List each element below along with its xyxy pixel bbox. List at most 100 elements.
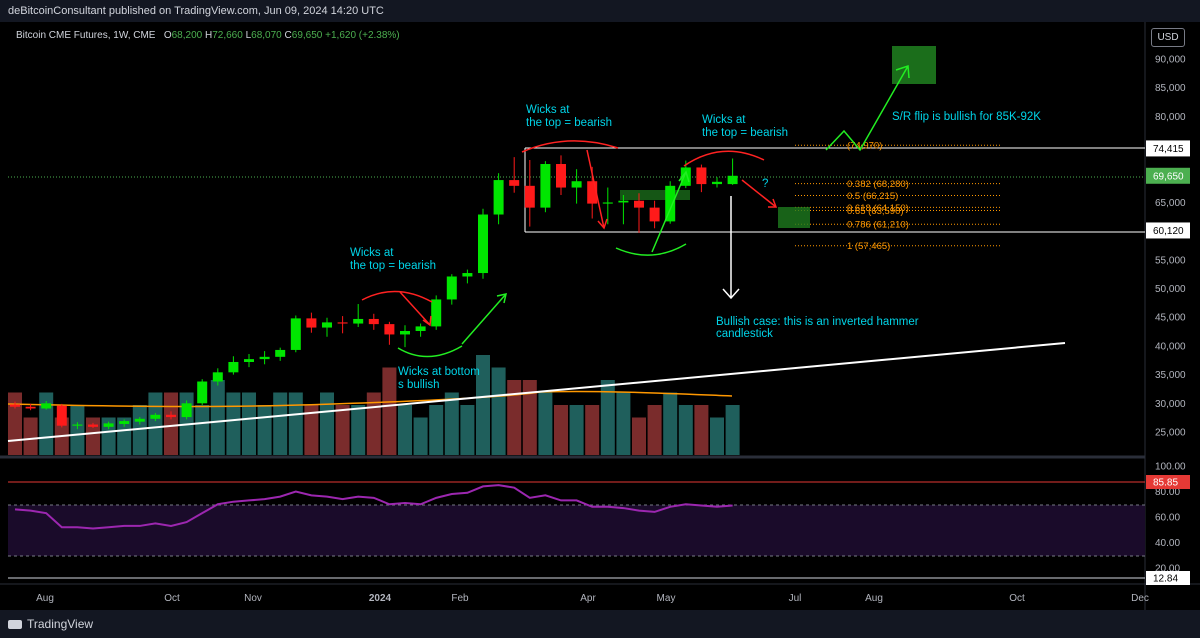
volume-bar (164, 392, 178, 455)
candle (665, 181, 676, 224)
candle-body (337, 322, 348, 324)
buy-zone[interactable] (778, 207, 810, 228)
question-mark: ? (762, 178, 768, 190)
volume-bar (273, 392, 288, 455)
time-axis[interactable]: Aug Oct Nov 2024 Feb Apr May Jul Aug Oct Dec (36, 593, 1149, 604)
volume-bar (585, 405, 600, 455)
candle-body (587, 181, 598, 204)
candles (10, 155, 738, 430)
price-tick: 65,000 (1155, 198, 1186, 209)
time-tick: Oct (164, 593, 180, 604)
candle (462, 269, 473, 284)
red-arrow-1 (399, 291, 431, 326)
fib-level-label: 0.618 (64,150) (847, 203, 909, 214)
candle-body (602, 202, 613, 204)
volume-bar (538, 392, 553, 455)
volume-bar (226, 392, 241, 455)
volume-bar (101, 417, 116, 455)
price-tick: 55,000 (1155, 255, 1186, 266)
candle-body (103, 423, 114, 427)
candle (119, 419, 130, 427)
candle (56, 403, 67, 428)
candle (228, 356, 239, 375)
candle (540, 161, 551, 213)
target-zone[interactable] (892, 46, 936, 84)
price-tick: 80,000 (1155, 112, 1186, 123)
candle (41, 401, 52, 410)
candle-body (10, 404, 20, 407)
volume-bar (663, 392, 678, 455)
rsi-tick: 20.00 (1155, 564, 1180, 575)
top-arc-1 (361, 290, 433, 303)
volume-bar (491, 367, 506, 455)
candle (618, 195, 629, 225)
currency-button[interactable]: USD (1151, 28, 1185, 47)
symbol-name[interactable]: Bitcoin CME Futures, 1W, CME (16, 30, 156, 41)
candle-body (134, 418, 145, 422)
open-label: O (163, 30, 172, 41)
rsi-axis: 100.00 80.00 60.00 40.00 20.00 (1155, 462, 1186, 575)
candle (696, 164, 707, 193)
candle-body (540, 164, 551, 208)
tradingview-logo-icon (8, 620, 22, 630)
fib-retracement[interactable]: (74,970) 0.382 (68,280)0.5 (66,215)0.618 … (795, 141, 1000, 252)
bottom-arc-2 (615, 243, 687, 256)
candle-body (212, 372, 223, 382)
candle (727, 158, 738, 185)
time-tick: Jul (789, 593, 802, 604)
red-arrowhead-2 (597, 218, 608, 230)
price-axis[interactable]: 90,00085,00080,00075,00070,00065,00060,0… (1155, 55, 1186, 439)
trend-line[interactable] (7, 342, 1066, 442)
candle-body (119, 421, 130, 424)
green-arrow-2 (651, 171, 687, 253)
candle-body (446, 276, 457, 300)
green-arrow-1 (461, 293, 507, 345)
volume-bar (398, 405, 412, 455)
fib-level-label: (74,970) (847, 141, 882, 152)
volume-bar (678, 405, 693, 455)
volume-bar (647, 405, 662, 455)
green-annotations (397, 64, 910, 358)
candle (25, 403, 36, 411)
candle-body (166, 414, 176, 418)
bottom-arc-1 (397, 345, 463, 358)
rsi-band (8, 505, 1145, 556)
candle-body (72, 424, 83, 426)
candle-body (462, 273, 473, 277)
tradingview-logo[interactable]: TradingView (8, 610, 93, 638)
candle (556, 155, 566, 196)
candle (259, 351, 270, 365)
chart-legend: Bitcoin CME Futures, 1W, CME O68,200 H72… (16, 30, 400, 41)
green-arrowhead-3 (895, 64, 910, 79)
rsi-lower-tag (1146, 571, 1190, 585)
candle-body (384, 324, 395, 335)
candle-body (150, 414, 161, 419)
candle-body (228, 361, 239, 373)
candle (524, 159, 535, 227)
candle (72, 422, 83, 430)
rsi-tick: 40.00 (1155, 538, 1180, 549)
volume-bar (257, 405, 272, 455)
candle-body (56, 405, 67, 426)
volume-bar (476, 355, 490, 455)
candle-body (400, 331, 410, 335)
rsi-line (14, 484, 733, 530)
candle-body (368, 318, 379, 325)
candle-body (509, 180, 520, 186)
price-tick: 40,000 (1155, 341, 1186, 352)
candle (10, 401, 20, 409)
low-value: 68,070 (251, 30, 282, 41)
candle (446, 274, 457, 305)
time-tick: Aug (865, 593, 883, 604)
candle-body (680, 167, 691, 186)
red-arrowhead-1 (422, 315, 432, 327)
last-price-tag (1146, 167, 1190, 184)
candle (415, 323, 426, 337)
candle-body (696, 167, 707, 185)
candle-body (244, 359, 254, 362)
candle (134, 417, 145, 425)
top-arc-3 (683, 150, 765, 167)
fib-level-label: 0.5 (66,215) (847, 191, 898, 202)
rsi-tick: 100.00 (1155, 462, 1186, 473)
